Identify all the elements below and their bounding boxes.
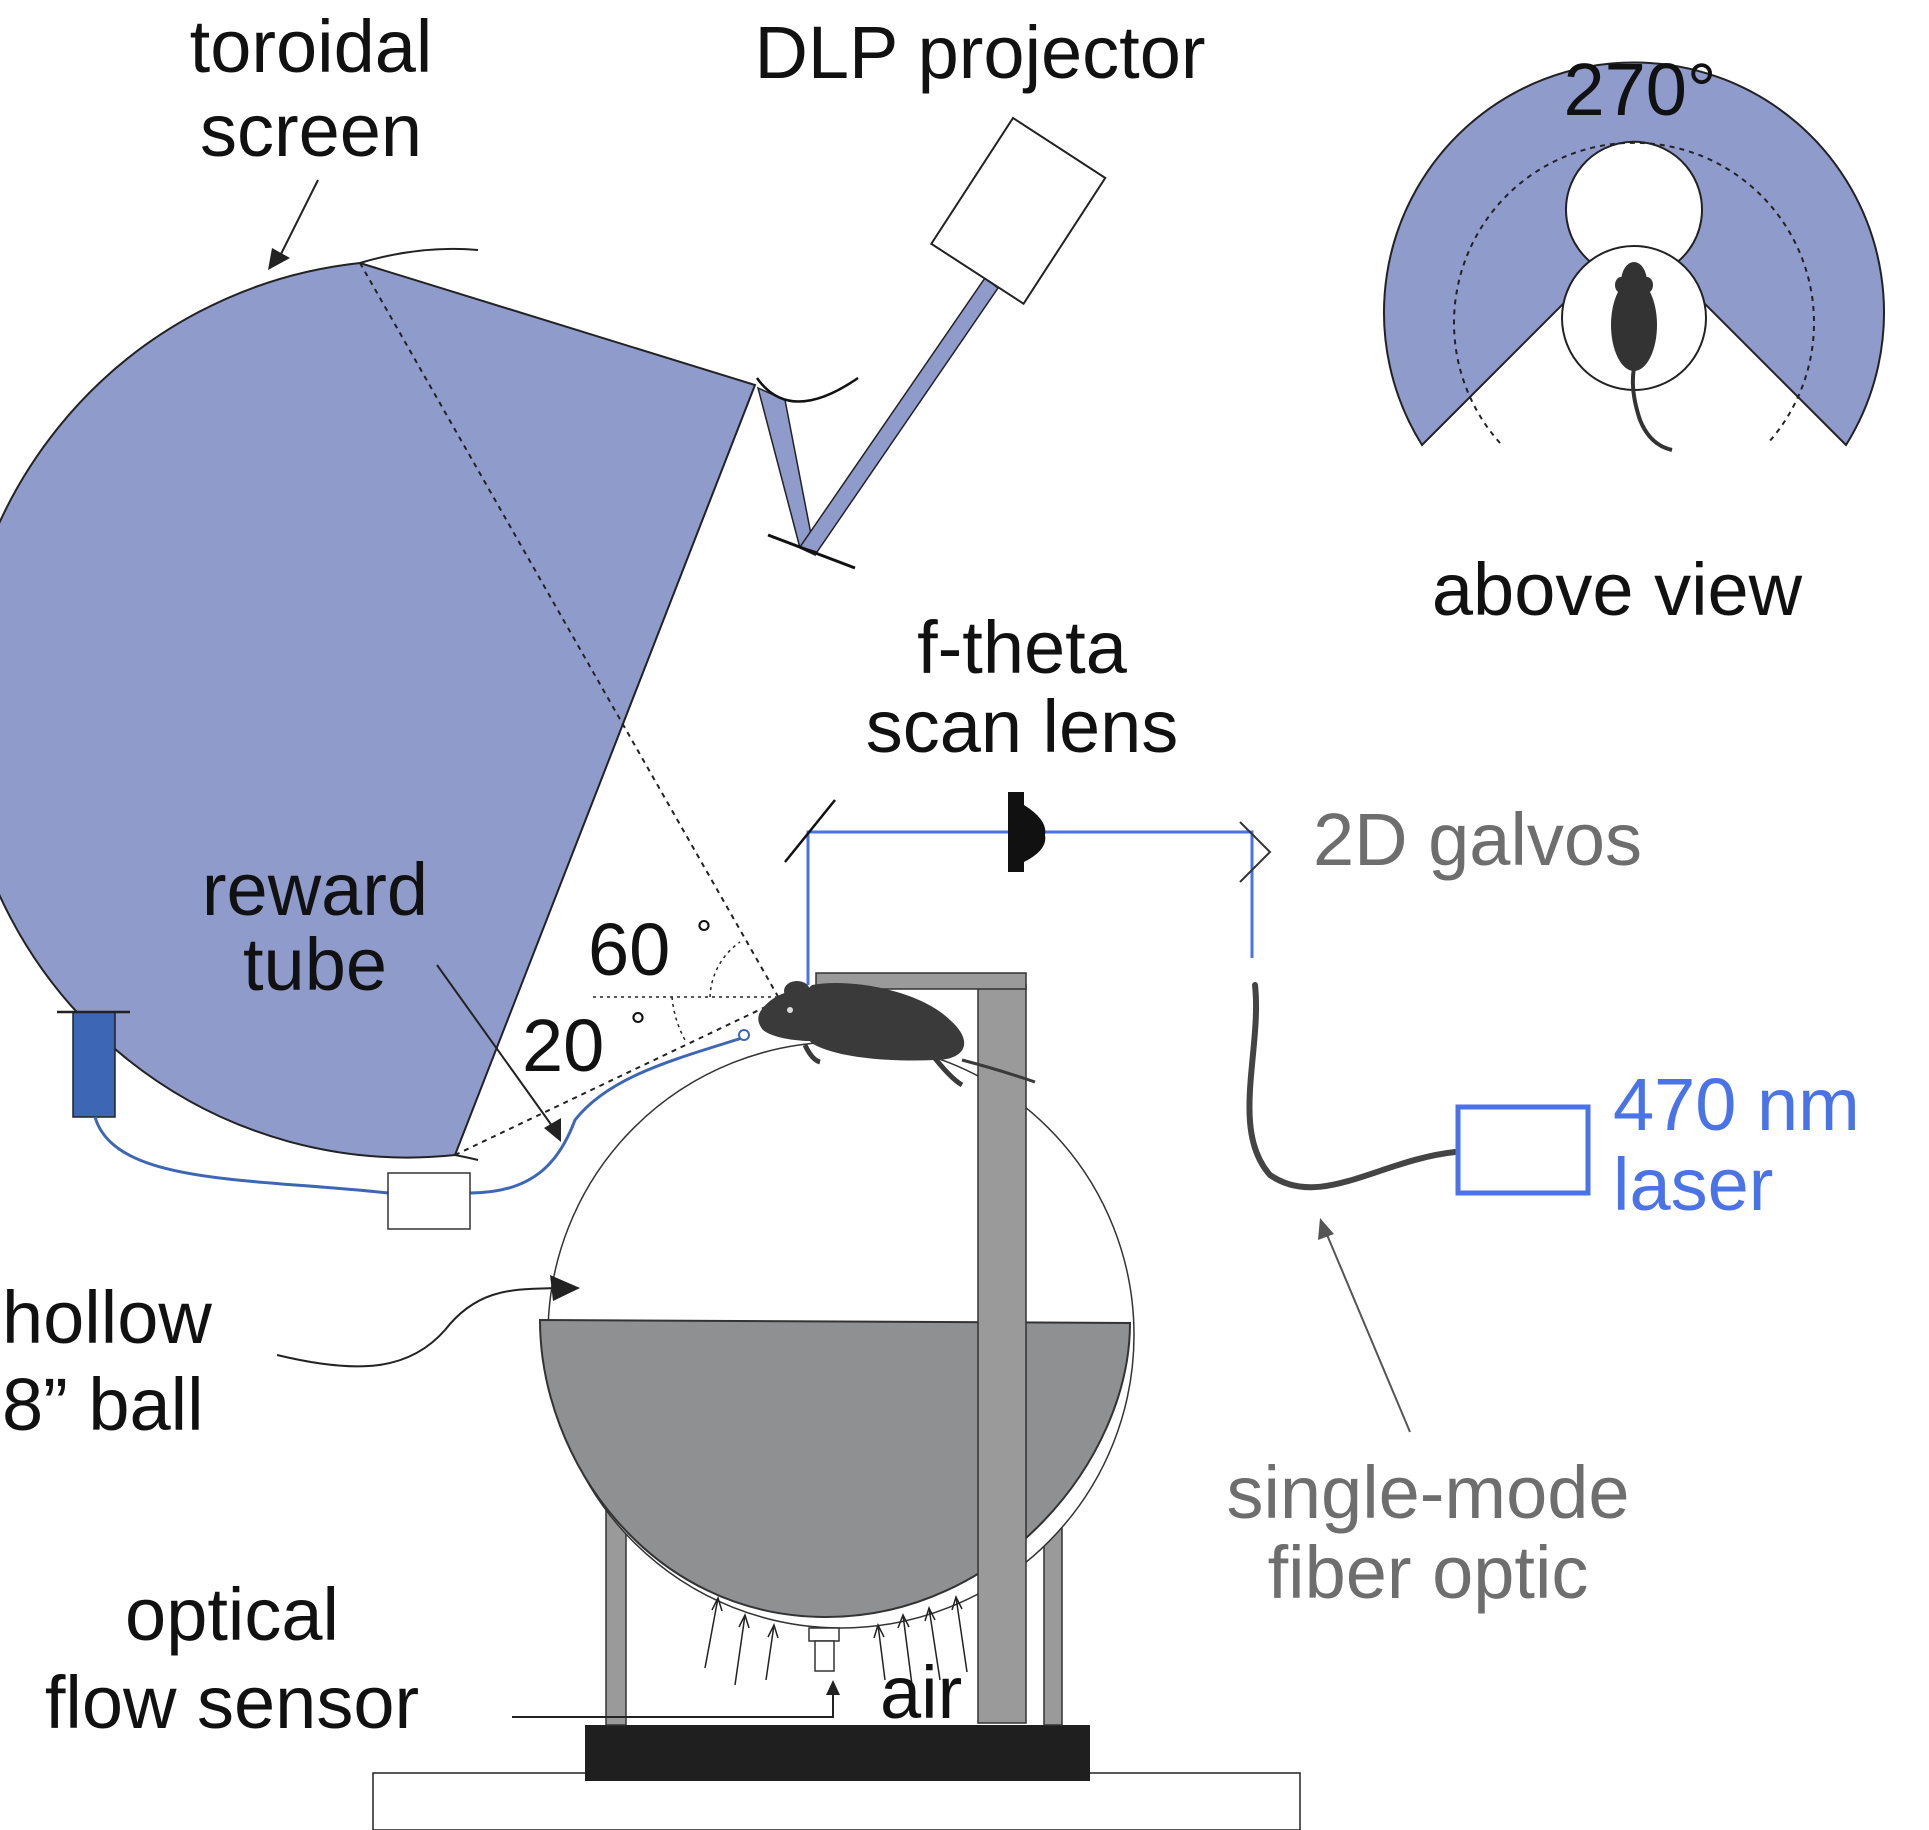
label-scan-lens: scan lens <box>866 685 1179 768</box>
label-f-theta: f-theta <box>917 606 1128 689</box>
label-fiber-optic: fiber optic <box>1268 1531 1589 1614</box>
dashed-line-upper <box>359 262 781 1001</box>
label-angle-60: 60 <box>588 908 670 991</box>
label-flow-sensor: flow sensor <box>45 1661 419 1744</box>
fiber-optic-cable <box>1246 982 1458 1191</box>
reward-reservoir <box>72 1011 116 1118</box>
reward-tube <box>93 1035 746 1195</box>
mouse-icon <box>758 981 1036 1088</box>
label-optical: optical <box>125 1573 339 1656</box>
optical-flow-sensor <box>808 1627 840 1672</box>
beam-mirror-to-convex <box>756 386 817 557</box>
sensor-arrow-shaft <box>512 1693 834 1718</box>
above-view-mouse-icon <box>1611 262 1673 452</box>
label-hollow: hollow <box>2 1276 212 1359</box>
sensor-arrowhead <box>826 1680 840 1695</box>
headplate-arm <box>815 972 1027 990</box>
reward-tube-group <box>57 1010 750 1230</box>
label-8-inch-ball: 8” ball <box>2 1363 204 1446</box>
flat-mirror <box>767 533 856 570</box>
fiber-arrowhead <box>1318 1218 1334 1240</box>
f-theta-lens <box>1008 792 1046 872</box>
label-angle-20: 20 <box>522 1004 604 1087</box>
screen-arrowhead <box>268 248 290 270</box>
air-bowl <box>538 1318 1132 1619</box>
projection-region <box>0 261 757 1159</box>
projector-light-path <box>755 116 1107 570</box>
toroidal-screen-group <box>0 247 781 1161</box>
label-screen: screen <box>200 89 422 172</box>
label-angle-20-degree: ° <box>630 1005 646 1049</box>
convex-mirror <box>755 376 859 403</box>
laser-path <box>784 792 1591 1196</box>
annotation-arrows <box>268 179 1411 1718</box>
reward-arrowhead <box>544 1118 561 1142</box>
angle-markings <box>593 941 782 1041</box>
air-flow-arrows <box>704 1594 968 1686</box>
label-air: air <box>880 1651 962 1734</box>
black-base <box>585 1725 1090 1781</box>
label-above-view: above view <box>1432 548 1803 631</box>
label-470nm: 470 nm <box>1613 1063 1860 1146</box>
label-2d-galvos: 2D galvos <box>1313 798 1642 881</box>
base-plate <box>372 1772 1301 1830</box>
laser-box <box>1455 1104 1591 1196</box>
label-angle-270: 270° <box>1563 48 1716 131</box>
screen-bottom-lip <box>454 1154 479 1161</box>
steering-mirror <box>784 799 836 863</box>
label-toroidal: toroidal <box>190 5 433 88</box>
ball-arrowhead <box>550 1275 580 1301</box>
dashed-line-lower <box>454 999 781 1156</box>
beam-projector-to-mirror <box>798 276 1000 553</box>
angle-60-arc <box>709 941 741 998</box>
label-reward: reward <box>202 848 428 931</box>
dlp-projector-box <box>929 116 1107 306</box>
fiber-arrow-shaft <box>1324 1229 1411 1433</box>
vertical-post <box>977 984 1027 1724</box>
reward-valve <box>387 1172 471 1230</box>
above-view-inset <box>1383 61 1885 452</box>
reward-arrow-shaft <box>436 964 556 1131</box>
galvo-mirror-marker <box>1239 821 1272 883</box>
toroidal-screen-extension <box>359 247 479 264</box>
screen-arrow-shaft <box>277 179 319 261</box>
ball-apparatus <box>372 972 1301 1830</box>
above-view-screen <box>1383 61 1885 447</box>
label-dlp-projector: DLP projector <box>754 11 1205 94</box>
above-view-dotted-arc <box>1453 141 1815 444</box>
label-laser: laser <box>1613 1143 1773 1226</box>
angle-20-arc <box>671 996 686 1041</box>
ball-arrow-shaft <box>276 1287 556 1368</box>
label-angle-60-degree: ° <box>696 913 712 957</box>
reward-spout <box>738 1029 750 1041</box>
label-single-mode: single-mode <box>1226 1451 1629 1534</box>
label-tube: tube <box>243 923 387 1006</box>
